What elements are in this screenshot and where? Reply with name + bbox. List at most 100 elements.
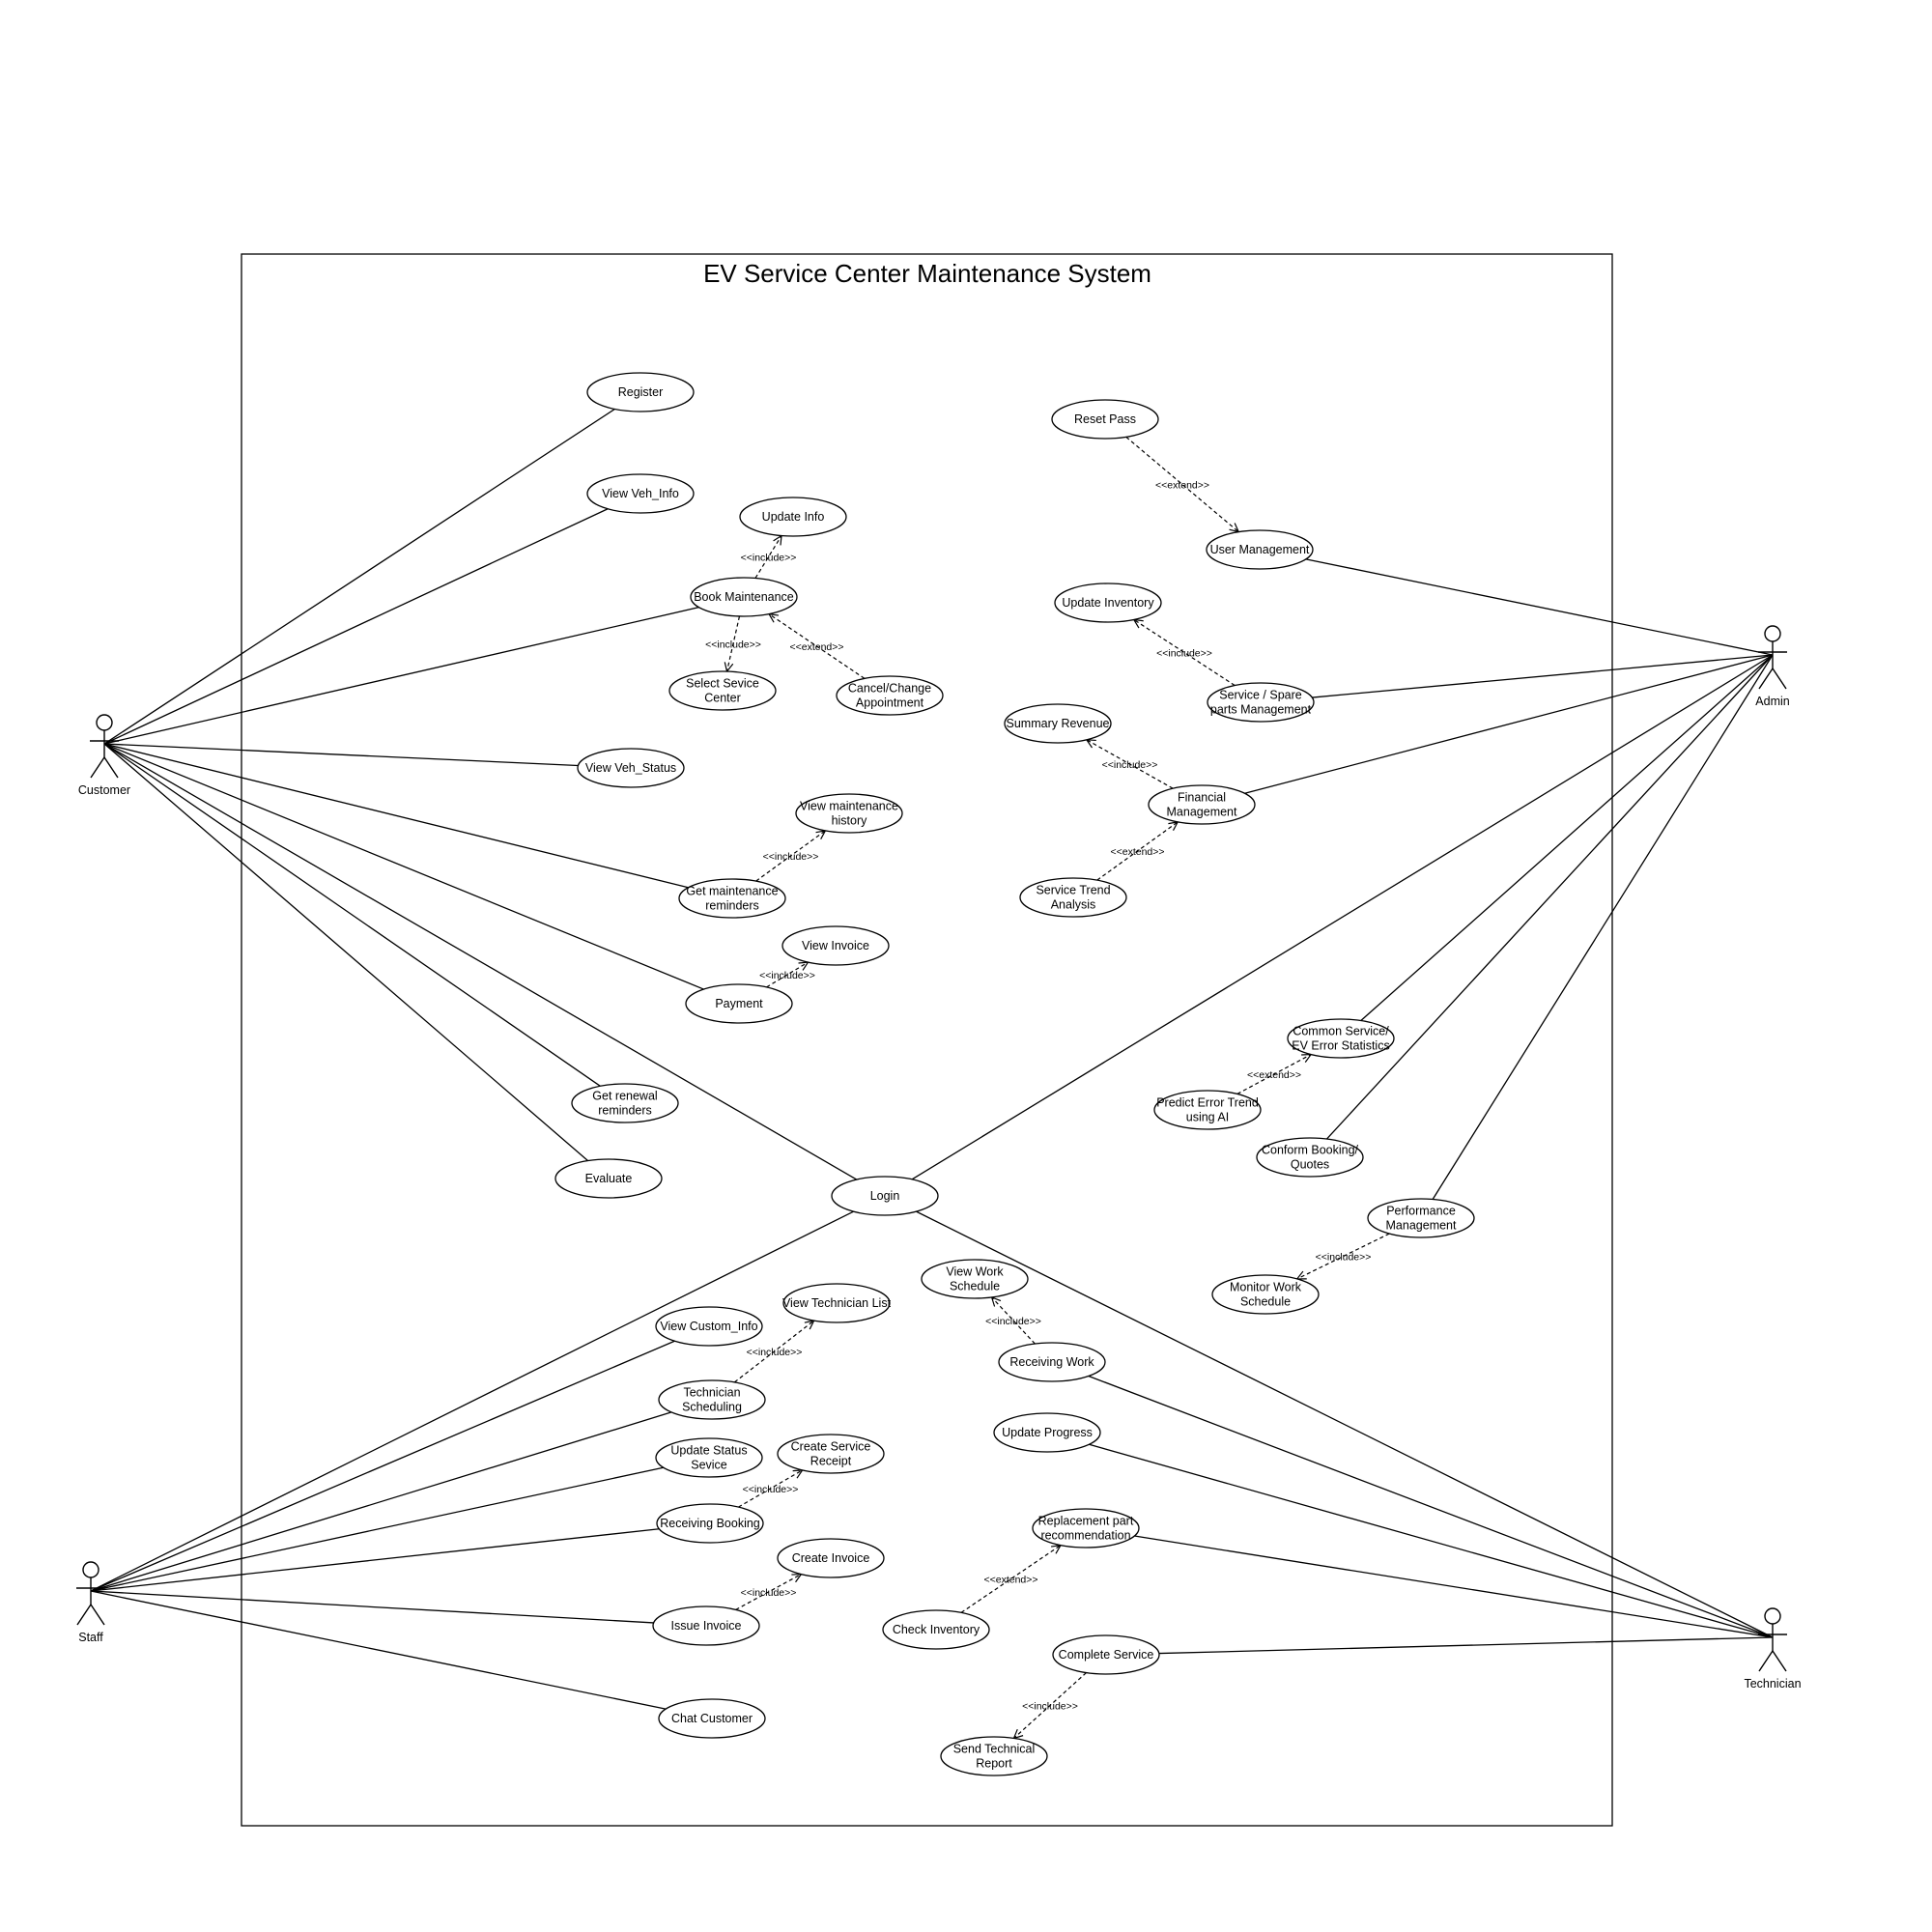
use-case-ellipse[interactable] [668,670,777,711]
use-case-ellipse[interactable] [940,1736,1048,1776]
use-case-conform-booking-quotes[interactable]: Conform Booking/Quotes [1256,1137,1364,1178]
use-case-ellipse[interactable] [1207,682,1315,723]
association-line-admin-user_management [1305,558,1774,656]
use-case-check-inventory[interactable]: Check Inventory [882,1609,990,1650]
use-case-ellipse[interactable] [655,1437,763,1478]
actor-admin[interactable]: Admin [1755,625,1790,708]
use-case-ellipse[interactable] [554,1158,663,1199]
use-case-update-info[interactable]: Update Info [739,497,847,537]
use-case-label: Reset Pass [1074,412,1136,426]
use-case-ellipse[interactable] [652,1605,760,1646]
use-case-update-progress[interactable]: Update Progress [993,1412,1101,1453]
use-case-ellipse[interactable] [1287,1018,1395,1059]
use-case-ellipse[interactable] [1054,582,1162,623]
use-case-view-veh-info[interactable]: View Veh_Info [586,473,695,514]
use-case-issue-invoice[interactable]: Issue Invoice [652,1605,760,1646]
use-case-login[interactable]: Login [831,1176,939,1216]
use-case-complete-service[interactable]: Complete Service [1052,1634,1160,1675]
use-case-ellipse[interactable] [998,1342,1106,1382]
use-case-reset-pass[interactable]: Reset Pass [1051,399,1159,440]
use-case-view-technician-list[interactable]: View Technician List [782,1283,892,1323]
use-case-summary-revenue[interactable]: Summary Revenue [1004,703,1112,744]
use-case-ellipse[interactable] [658,1379,766,1420]
use-case-ellipse[interactable] [795,793,903,834]
use-case-ellipse[interactable] [1148,784,1256,825]
use-case-ellipse[interactable] [586,372,695,412]
use-case-view-veh-status[interactable]: View Veh_Status [577,748,685,788]
use-case-ellipse[interactable] [1004,703,1112,744]
use-case-label: Create Service [791,1440,871,1454]
actor-staff[interactable]: Staff [76,1561,105,1644]
use-case-ellipse[interactable] [1367,1198,1475,1238]
use-case-common-service-statistics[interactable]: Common Service/EV Error Statistics [1287,1018,1395,1059]
use-case-receiving-booking[interactable]: Receiving Booking [656,1503,764,1544]
use-case-payment[interactable]: Payment [685,983,793,1024]
use-case-ellipse[interactable] [586,473,695,514]
use-case-ellipse[interactable] [678,878,786,919]
use-case-book-maintenance[interactable]: Book Maintenance [690,577,798,617]
use-case-ellipse[interactable] [656,1503,764,1544]
association-line-technician-login [916,1210,1774,1638]
use-case-ellipse[interactable] [1153,1090,1262,1130]
use-case-ellipse[interactable] [685,983,793,1024]
use-case-label: Schedule [950,1280,1000,1293]
use-case-ellipse[interactable] [658,1698,766,1739]
use-case-ellipse[interactable] [1211,1274,1320,1315]
use-case-label: Performance [1386,1205,1456,1218]
use-case-view-invoice[interactable]: View Invoice [781,925,890,966]
system-title: EV Service Center Maintenance System [703,259,1151,288]
use-case-view-custom-info[interactable]: View Custom_Info [655,1306,763,1347]
use-case-ellipse[interactable] [777,1538,885,1578]
actor-customer[interactable]: Customer [78,714,130,797]
use-case-chat-customer[interactable]: Chat Customer [658,1698,766,1739]
use-case-ellipse[interactable] [831,1176,939,1216]
use-case-ellipse[interactable] [777,1434,885,1474]
use-case-register[interactable]: Register [586,372,695,412]
use-case-ellipse[interactable] [781,925,890,966]
use-case-ellipse[interactable] [655,1306,763,1347]
association-line-customer-register [103,408,615,745]
use-case-ellipse[interactable] [782,1283,891,1323]
use-case-ellipse[interactable] [993,1412,1101,1453]
use-case-ellipse[interactable] [882,1609,990,1650]
association-line-admin-financial_management [1244,654,1774,794]
use-case-ellipse[interactable] [690,577,798,617]
use-case-ellipse[interactable] [921,1259,1029,1299]
stereotype-label: <<include>> [763,851,819,863]
use-case-evaluate[interactable]: Evaluate [554,1158,663,1199]
use-case-user-management[interactable]: User Management [1206,529,1314,570]
use-case-ellipse[interactable] [836,675,944,716]
use-case-ellipse[interactable] [739,497,847,537]
use-case-ellipse[interactable] [1019,877,1127,918]
use-case-ellipse[interactable] [1052,1634,1160,1675]
use-case-ellipse[interactable] [1206,529,1314,570]
use-case-create-invoice[interactable]: Create Invoice [777,1538,885,1578]
use-case-ellipse[interactable] [1051,399,1159,440]
use-case-ellipse[interactable] [1256,1137,1364,1178]
actor-technician[interactable]: Technician [1744,1607,1802,1690]
use-case-ellipse[interactable] [571,1083,679,1123]
dependency-line-book_maintenance-select_service_center [725,615,741,672]
stereotype-label: <<include>> [741,553,797,564]
use-case-ellipse[interactable] [1032,1508,1140,1548]
use-case-update-inventory[interactable]: Update Inventory [1054,582,1162,623]
use-case-ellipse[interactable] [577,748,685,788]
use-case-receiving-work[interactable]: Receiving Work [998,1342,1106,1382]
